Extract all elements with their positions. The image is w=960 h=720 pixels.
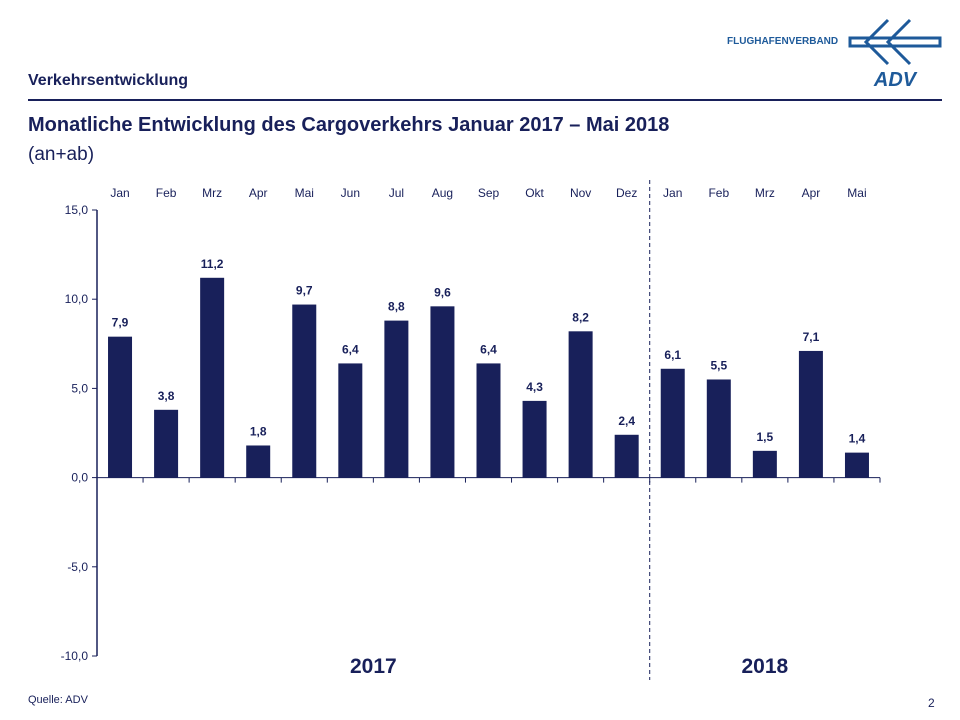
page-title: Monatliche Entwicklung des Cargoverkehrs… (28, 114, 670, 136)
bar (476, 363, 501, 478)
data-label: 11,2 (201, 257, 224, 271)
data-label: 9,7 (296, 284, 313, 298)
data-label: 4,3 (526, 380, 543, 394)
x-tick-label: Mai (295, 186, 314, 200)
page-number: 2 (928, 696, 935, 710)
page-subtitle: (an+ab) (28, 144, 95, 165)
bar (706, 379, 731, 478)
source-note: Quelle: ADV (28, 694, 88, 706)
data-label: 6,4 (342, 342, 359, 356)
data-label: 6,1 (664, 348, 681, 362)
adv-logo: ADV (848, 18, 942, 90)
bar (430, 306, 455, 478)
y-tick-label: 10,0 (65, 292, 89, 306)
y-tick-label: -5,0 (67, 560, 88, 574)
y-tick-label: 0,0 (71, 471, 88, 485)
x-tick-label: Aug (432, 186, 453, 200)
svg-text:ADV: ADV (873, 69, 918, 90)
bar (522, 400, 547, 478)
bar (246, 445, 271, 478)
data-label: 6,4 (480, 342, 497, 356)
bar (568, 331, 593, 478)
bar (200, 277, 225, 478)
x-tick-label: Feb (708, 186, 729, 200)
logo-text: FLUGHAFENVERBAND (727, 36, 839, 47)
bar (798, 350, 823, 478)
data-label: 8,8 (388, 300, 405, 314)
bar (614, 434, 639, 478)
bar (108, 336, 133, 478)
x-tick-label: Mrz (202, 186, 222, 200)
year-label: 2018 (741, 655, 788, 678)
x-tick-label: Apr (249, 186, 268, 200)
x-tick-label: Mai (847, 186, 866, 200)
bar (154, 409, 179, 478)
x-tick-label: Jan (110, 186, 129, 200)
x-tick-label: Feb (156, 186, 177, 200)
data-label: 7,1 (803, 330, 820, 344)
x-tick-label: Okt (525, 186, 544, 200)
data-label: 3,8 (158, 389, 175, 403)
data-label: 5,5 (710, 358, 727, 372)
data-label: 1,5 (757, 430, 774, 444)
y-tick-label: 15,0 (65, 203, 89, 217)
bar (292, 304, 317, 478)
x-tick-label: Jan (663, 186, 682, 200)
bar (338, 363, 363, 478)
header-divider (28, 99, 942, 101)
bar (660, 368, 685, 478)
y-tick-label: 5,0 (71, 381, 88, 395)
bar (384, 320, 409, 478)
data-label: 7,9 (112, 316, 129, 330)
bar (844, 452, 869, 478)
x-tick-label: Nov (570, 186, 591, 200)
x-tick-label: Mrz (755, 186, 775, 200)
x-tick-label: Jul (389, 186, 404, 200)
x-tick-label: Dez (616, 186, 637, 200)
x-tick-label: Apr (802, 186, 821, 200)
section-title: Verkehrsentwicklung (28, 72, 189, 89)
data-label: 8,2 (572, 310, 589, 324)
data-label: 1,4 (849, 432, 866, 446)
data-label: 1,8 (250, 424, 267, 438)
year-label: 2017 (350, 655, 397, 678)
x-tick-label: Sep (478, 186, 500, 200)
x-tick-label: Jun (341, 186, 360, 200)
data-label: 2,4 (618, 414, 635, 428)
data-label: 9,6 (434, 285, 451, 299)
bar (752, 450, 777, 478)
y-tick-label: -10,0 (61, 649, 89, 663)
